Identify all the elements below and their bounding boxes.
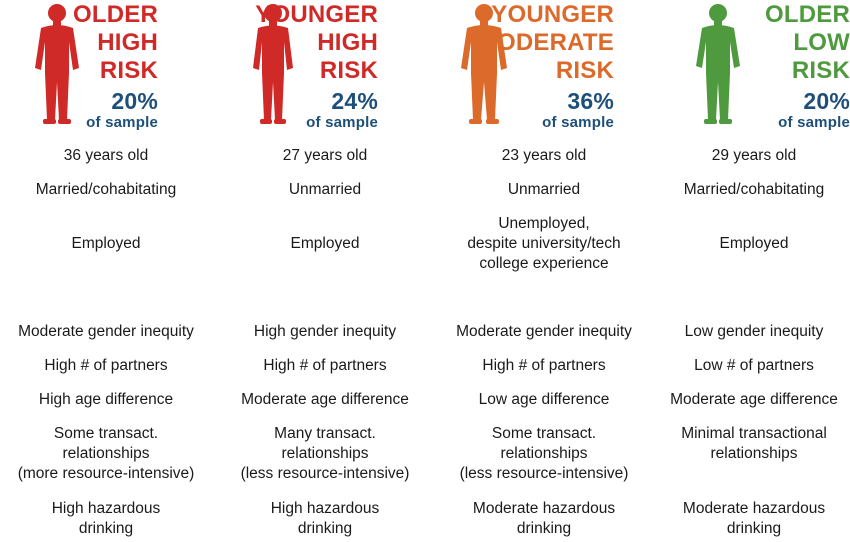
person-silhouette-icon-svg (253, 4, 293, 124)
group-percent: 20% (111, 88, 158, 114)
group-column-younger-moderate-risk: YOUNGER MODERATE RISK 36% of sample 23 y… (438, 0, 650, 542)
person-silhouette-icon (688, 2, 748, 127)
group-heading: OLDER HIGH RISK 20% of sample (73, 1, 158, 132)
group-heading: OLDER LOW RISK 20% of sample (765, 1, 850, 132)
person-silhouette-icon-svg (696, 4, 740, 124)
gender-inequity-text: High gender inequity (253, 323, 397, 340)
group-heading: YOUNGER HIGH RISK 24% of sample (255, 1, 378, 132)
hazardous-drinking-text: Moderate hazardous drinking (682, 500, 826, 537)
marital-status-text: Unmarried (507, 181, 581, 198)
person-silhouette-icon (243, 2, 303, 127)
group-percent: 24% (331, 88, 378, 114)
hazardous-drinking-text: Moderate hazardous drinking (472, 500, 616, 537)
age-difference-text: Low age difference (478, 391, 610, 408)
sample-label: of sample (778, 114, 850, 131)
group-title-line: RISK (791, 57, 850, 84)
group-title-line: RISK (319, 57, 378, 84)
partners-text: Low # of partners (694, 357, 814, 374)
age-text: 27 years old (282, 147, 368, 164)
age-difference-text: High age difference (38, 391, 174, 408)
marital-status-text: Unmarried (288, 181, 362, 198)
group-title-line: RISK (99, 57, 158, 84)
hazardous-drinking-text: High hazardous drinking (270, 500, 380, 537)
group-percent: 36% (567, 88, 614, 114)
group-title-line: HIGH (97, 29, 158, 56)
person-silhouette-icon (27, 2, 87, 127)
transactional-relationships-text: Minimal transactional relationships (681, 425, 827, 462)
group-title-line: YOUNGER (255, 1, 378, 28)
group-column-older-low-risk: OLDER LOW RISK 20% of sample 29 years ol… (648, 0, 850, 542)
group-title-line: LOW (793, 29, 850, 56)
sample-label: of sample (306, 114, 378, 131)
transactional-relationships-text: Many transact. relationships (less resourc… (240, 425, 410, 482)
employment-text: Employed (290, 235, 360, 252)
partners-text: High # of partners (482, 357, 606, 374)
employment-text: Unemployed, despite university/tech colleg… (467, 215, 621, 272)
group-title-line: OLDER (73, 1, 158, 28)
partners-text: High # of partners (263, 357, 387, 374)
group-column-younger-high-risk: YOUNGER HIGH RISK 24% of sample 27 years… (219, 0, 431, 542)
marital-status-text: Married/cohabitating (683, 181, 825, 198)
employment-text: Employed (71, 235, 141, 252)
group-title-line: YOUNGER (491, 1, 614, 28)
age-text: 23 years old (501, 147, 587, 164)
group-percent: 20% (803, 88, 850, 114)
group-title-line: MODERATE (476, 29, 614, 56)
marital-status-text: Married/cohabitating (35, 181, 177, 198)
gender-inequity-text: Moderate gender inequity (456, 323, 632, 340)
transactional-relationships-text: Some transact. relationships (more resourc… (17, 425, 195, 482)
group-title-line: RISK (555, 57, 614, 84)
group-title-line: HIGH (317, 29, 378, 56)
sample-label: of sample (542, 114, 614, 131)
age-text: 29 years old (711, 147, 797, 164)
person-silhouette-icon (454, 2, 514, 127)
sample-label: of sample (86, 114, 158, 131)
gender-inequity-text: Low gender inequity (684, 323, 824, 340)
gender-inequity-text: Moderate gender inequity (18, 323, 194, 340)
person-silhouette-icon-svg (35, 4, 79, 124)
age-difference-text: Moderate age difference (241, 391, 409, 408)
employment-text: Employed (719, 235, 789, 252)
age-text: 36 years old (63, 147, 149, 164)
hazardous-drinking-text: High hazardous drinking (51, 500, 161, 537)
transactional-relationships-text: Some transact. relationships (less resourc… (459, 425, 629, 482)
group-heading: YOUNGER MODERATE RISK 36% of sample (477, 1, 614, 132)
group-title-line: OLDER (765, 1, 850, 28)
group-column-older-high-risk: OLDER HIGH RISK 20% of sample 36 years o… (0, 0, 212, 542)
age-difference-text: Moderate age difference (670, 391, 838, 408)
partners-text: High # of partners (44, 357, 168, 374)
person-silhouette-icon-svg (461, 4, 507, 124)
